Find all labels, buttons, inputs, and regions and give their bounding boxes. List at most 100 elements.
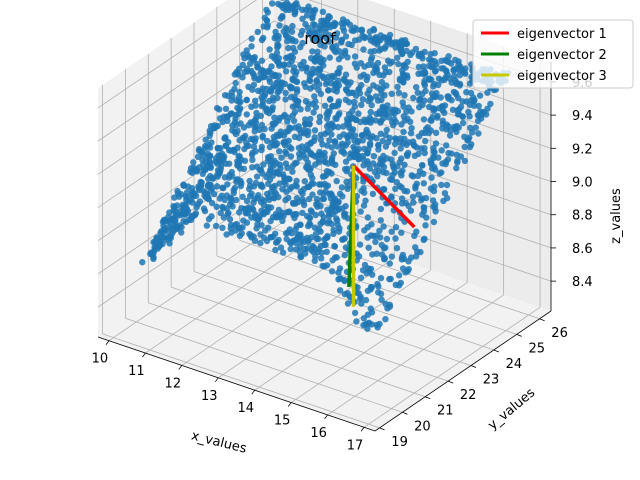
scatter-point — [322, 80, 330, 88]
scatter-point — [209, 175, 217, 182]
scatter-point — [443, 121, 450, 128]
scatter-point — [257, 239, 264, 247]
scatter-point — [317, 228, 324, 235]
scatter-point — [408, 125, 415, 132]
scatter-point — [348, 89, 355, 97]
grid-x-floor — [363, 306, 541, 428]
scatter-point — [224, 181, 231, 188]
scatter-point — [329, 72, 336, 80]
scatter-point — [219, 224, 226, 231]
scatter-point — [420, 180, 427, 187]
grid-y-floor — [171, 286, 449, 382]
scatter-point — [320, 74, 327, 82]
grid-x-floor — [218, 257, 395, 379]
y-tick-label: 23 — [483, 373, 500, 388]
scatter-point — [172, 212, 179, 219]
scatter-point — [213, 203, 220, 210]
scatter-point — [434, 114, 441, 121]
scatter-point — [351, 53, 359, 60]
scatter-point — [448, 97, 455, 104]
x-axis-label: x_values — [190, 428, 249, 456]
scatter-point — [274, 238, 281, 246]
scatter-point — [332, 161, 339, 168]
y-tick-mark — [425, 396, 431, 400]
scatter-point — [318, 255, 325, 262]
scatter-point — [299, 6, 306, 13]
scatter-point — [282, 96, 289, 103]
legend-label-3: eigenvector 3 — [517, 69, 607, 84]
scatter-point — [364, 158, 371, 165]
scatter-point — [293, 88, 301, 95]
scatter-point — [306, 195, 313, 203]
scatter-point — [350, 27, 357, 35]
scatter-point — [432, 208, 439, 215]
scatter-point — [438, 147, 445, 154]
scatter-point — [279, 0, 285, 1]
scatter-point — [360, 178, 367, 185]
scatter-point — [342, 158, 350, 165]
scatter-point — [264, 9, 271, 16]
scatter-point — [450, 67, 457, 74]
scatter-point — [341, 213, 348, 220]
scatter-point — [241, 157, 249, 164]
scatter-point — [366, 114, 373, 122]
scatter-point — [388, 90, 395, 98]
scatter-point — [163, 236, 171, 243]
scatter-point — [311, 257, 318, 264]
scatter-point — [310, 109, 317, 116]
y-tick-label: 21 — [437, 404, 454, 419]
scatter-point — [306, 214, 313, 221]
scatter-point — [243, 197, 251, 205]
scatter-point — [390, 163, 397, 170]
scatter-point — [246, 193, 254, 200]
scatter-point — [355, 110, 362, 117]
scatter-point — [188, 213, 195, 220]
scatter-point — [221, 196, 228, 204]
y-tick-mark — [493, 349, 500, 353]
scatter-point — [210, 125, 217, 132]
scatter-point — [266, 143, 274, 151]
scatter-point — [228, 229, 235, 236]
scatter-point — [280, 178, 288, 185]
scatter-point — [320, 190, 327, 197]
scatter-point — [375, 289, 382, 296]
scatter-point — [432, 129, 440, 136]
scatter-point — [484, 89, 491, 96]
scatter-point — [367, 56, 375, 64]
scatter-point — [466, 80, 474, 87]
scatter-point — [317, 202, 324, 210]
scatter-point — [284, 208, 292, 216]
scatter-point — [335, 269, 342, 276]
scatter-point — [258, 57, 266, 64]
scatter-point — [330, 123, 337, 130]
scatter-point — [401, 92, 408, 99]
scatter-point — [243, 219, 251, 226]
grid-y-floor — [148, 302, 426, 398]
scatter-point — [346, 99, 353, 106]
scatter-point — [454, 111, 462, 118]
scatter-point — [289, 163, 296, 170]
scatter-point — [397, 48, 405, 55]
x-tick-mark — [360, 427, 365, 432]
scatter-point — [288, 184, 295, 191]
scatter-point — [334, 143, 341, 150]
scatter-point — [205, 215, 213, 223]
scatter-point — [316, 67, 324, 74]
scatter-point — [421, 129, 429, 137]
scatter-point — [346, 293, 354, 301]
scatter-point — [356, 295, 364, 303]
scatter-point — [443, 67, 450, 74]
scatter-point — [231, 71, 238, 78]
scatter-point — [276, 148, 283, 155]
scatter-point — [405, 202, 412, 210]
scatter-point — [379, 137, 386, 145]
scatter-point — [411, 142, 418, 149]
scatter-point — [291, 214, 298, 222]
scatter-point — [240, 124, 248, 131]
scatter-point — [421, 80, 428, 87]
scatter-point — [285, 44, 292, 52]
scatter-point — [382, 143, 390, 150]
scatter-point — [382, 132, 389, 139]
scatter-point — [386, 260, 393, 267]
scatter-point — [419, 55, 426, 62]
